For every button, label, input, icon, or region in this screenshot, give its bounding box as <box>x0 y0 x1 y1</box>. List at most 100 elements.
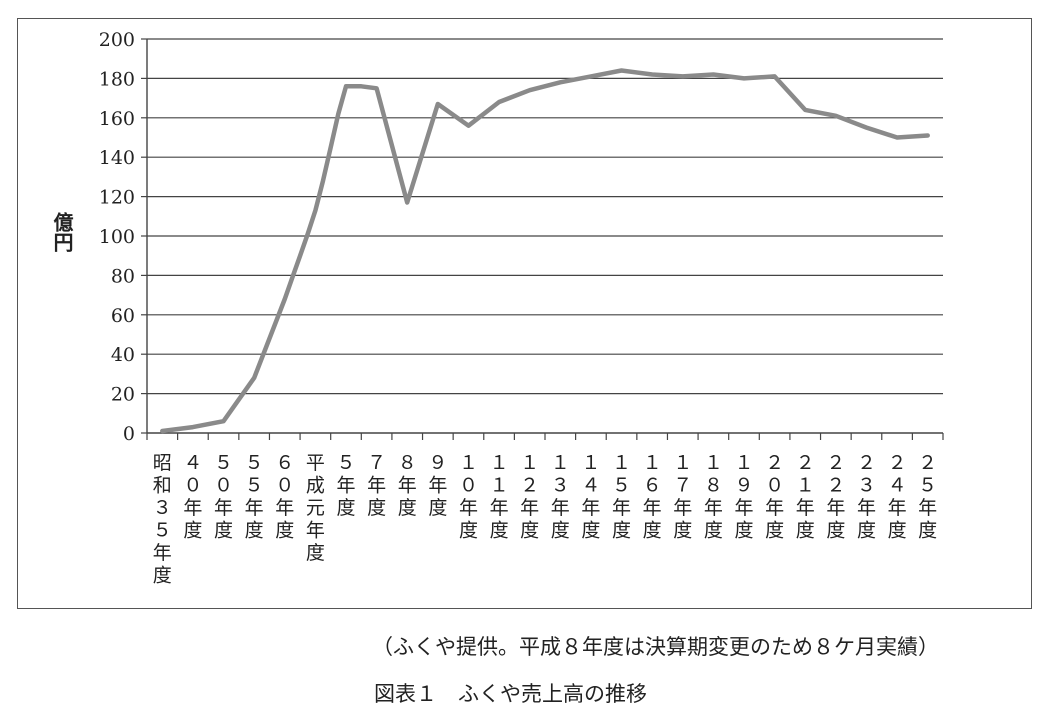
x-tick-label-char: 年 <box>183 497 202 519</box>
x-tick-label-char: ９ <box>428 452 447 474</box>
x-tick-label-char: １ <box>673 452 692 474</box>
x-tick-label-char: 元 <box>306 497 325 519</box>
x-tick-label-char: ８ <box>704 475 723 497</box>
x-tick-label-char: １ <box>612 452 631 474</box>
x-tick-label-char: ３ <box>551 475 570 497</box>
x-tick-label-char: 年 <box>734 497 753 519</box>
x-tick-label-char: 年 <box>398 475 417 497</box>
x-tick-label-char: ８ <box>398 452 417 474</box>
x-tick-label-char: ７ <box>673 475 692 497</box>
x-tick-label-char: ０ <box>214 475 233 497</box>
x-tick-label-char: 年 <box>918 497 937 519</box>
x-tick-label-char: １ <box>459 452 478 474</box>
x-tick-label-char: 年 <box>490 497 509 519</box>
x-tick-label-char: 年 <box>796 497 815 519</box>
x-tick-label-char: ４ <box>581 475 600 497</box>
x-tick-label-char: １ <box>643 452 662 474</box>
x-tick-label-char: 平 <box>306 452 325 474</box>
x-tick-label-char: 昭 <box>153 452 172 474</box>
y-axis-label: 億円 <box>50 212 74 252</box>
x-tick-label-char: ７ <box>367 452 386 474</box>
x-tick-label-char: 年 <box>581 497 600 519</box>
y-tick-label: 200 <box>99 29 135 51</box>
x-tick-label-char: 和 <box>153 475 172 497</box>
x-tick-label-char: ０ <box>183 475 202 497</box>
x-tick-label-char: 度 <box>551 520 570 542</box>
chart-frame <box>17 18 1032 609</box>
x-tick-label-char: 度 <box>367 497 386 519</box>
x-tick-label-char: 度 <box>796 520 815 542</box>
x-tick-label-char: 度 <box>490 520 509 542</box>
x-tick-label-char: 度 <box>275 520 294 542</box>
x-tick-label-char: ９ <box>734 475 753 497</box>
x-tick-label-char: ２ <box>888 452 907 474</box>
x-tick-label-char: １ <box>581 452 600 474</box>
x-tick-label-char: 年 <box>704 497 723 519</box>
x-tick-label-char: ５ <box>336 452 355 474</box>
x-tick-label-char: 度 <box>765 520 784 542</box>
x-tick-label-char: 度 <box>398 497 417 519</box>
x-tick-label-char: 度 <box>214 520 233 542</box>
y-tick-label: 140 <box>99 147 135 169</box>
x-tick-label-char: 度 <box>428 497 447 519</box>
x-tick-label-char: ２ <box>918 452 937 474</box>
y-tick-label: 100 <box>99 226 135 248</box>
y-tick-label: 160 <box>99 108 135 130</box>
x-tick-label-char: 年 <box>245 497 264 519</box>
x-tick-label-char: ２ <box>857 452 876 474</box>
x-tick-label-char: ６ <box>643 475 662 497</box>
x-tick-label-char: ５ <box>918 475 937 497</box>
x-tick-label-char: ０ <box>765 475 784 497</box>
x-tick-label-char: 年 <box>306 520 325 542</box>
x-tick-label-char: 年 <box>153 542 172 564</box>
y-tick-label: 120 <box>99 187 135 209</box>
x-tick-label-char: １ <box>704 452 723 474</box>
x-tick-label-char: １ <box>551 452 570 474</box>
series-line <box>160 68 930 434</box>
x-tick-label-char: ２ <box>765 452 784 474</box>
x-tick-label-char: ４ <box>888 475 907 497</box>
y-tick-label: 80 <box>111 265 135 287</box>
x-tick-label-char: 年 <box>765 497 784 519</box>
x-tick-label-char: 度 <box>673 520 692 542</box>
x-tick-label-char: 度 <box>888 520 907 542</box>
x-tick-label-char: 年 <box>888 497 907 519</box>
x-tick-label-char: ３ <box>153 497 172 519</box>
x-tick-label-char: 度 <box>918 520 937 542</box>
x-tick-label-char: 度 <box>245 520 264 542</box>
x-tick-label-char: 年 <box>336 475 355 497</box>
figure-caption: 図表１ ふくや売上高の推移 <box>374 682 647 706</box>
x-tick-label-char: 成 <box>306 475 325 497</box>
x-tick-label-char: １ <box>490 452 509 474</box>
x-tick-label-char: 度 <box>826 520 845 542</box>
y-tick-label: 0 <box>123 423 135 445</box>
x-tick-label-char: １ <box>520 452 539 474</box>
y-tick-label: 20 <box>111 384 135 406</box>
y-tick-label: 180 <box>99 68 135 90</box>
x-tick-label-char: 年 <box>551 497 570 519</box>
x-tick-label-char: 年 <box>367 475 386 497</box>
x-tick-label-char: 度 <box>612 520 631 542</box>
x-tick-label-char: 度 <box>306 542 325 564</box>
source-note: （ふくや提供。平成８年度は決算期変更のため８ケ月実績） <box>372 635 939 659</box>
x-tick-label-char: 年 <box>214 497 233 519</box>
x-tick-label-char: 度 <box>857 520 876 542</box>
x-tick-label-char: 年 <box>826 497 845 519</box>
x-tick-label-char: ０ <box>459 475 478 497</box>
x-tick-label-char: ２ <box>826 452 845 474</box>
x-tick-label-char: ４ <box>183 452 202 474</box>
x-tick-label-char: 度 <box>153 565 172 587</box>
x-tick-label-char: ２ <box>520 475 539 497</box>
x-tick-label-char: 度 <box>581 520 600 542</box>
x-tick-label-char: 度 <box>643 520 662 542</box>
y-tick-label: 60 <box>111 305 135 327</box>
x-tick-label-char: １ <box>490 475 509 497</box>
x-tick-label-char: １ <box>796 475 815 497</box>
x-tick-label-char: 度 <box>336 497 355 519</box>
x-tick-label-char: 度 <box>459 520 478 542</box>
x-tick-label-char: 年 <box>673 497 692 519</box>
x-tick-label-char: 度 <box>734 520 753 542</box>
x-tick-label-char: ３ <box>857 475 876 497</box>
x-tick-label-char: 年 <box>428 475 447 497</box>
